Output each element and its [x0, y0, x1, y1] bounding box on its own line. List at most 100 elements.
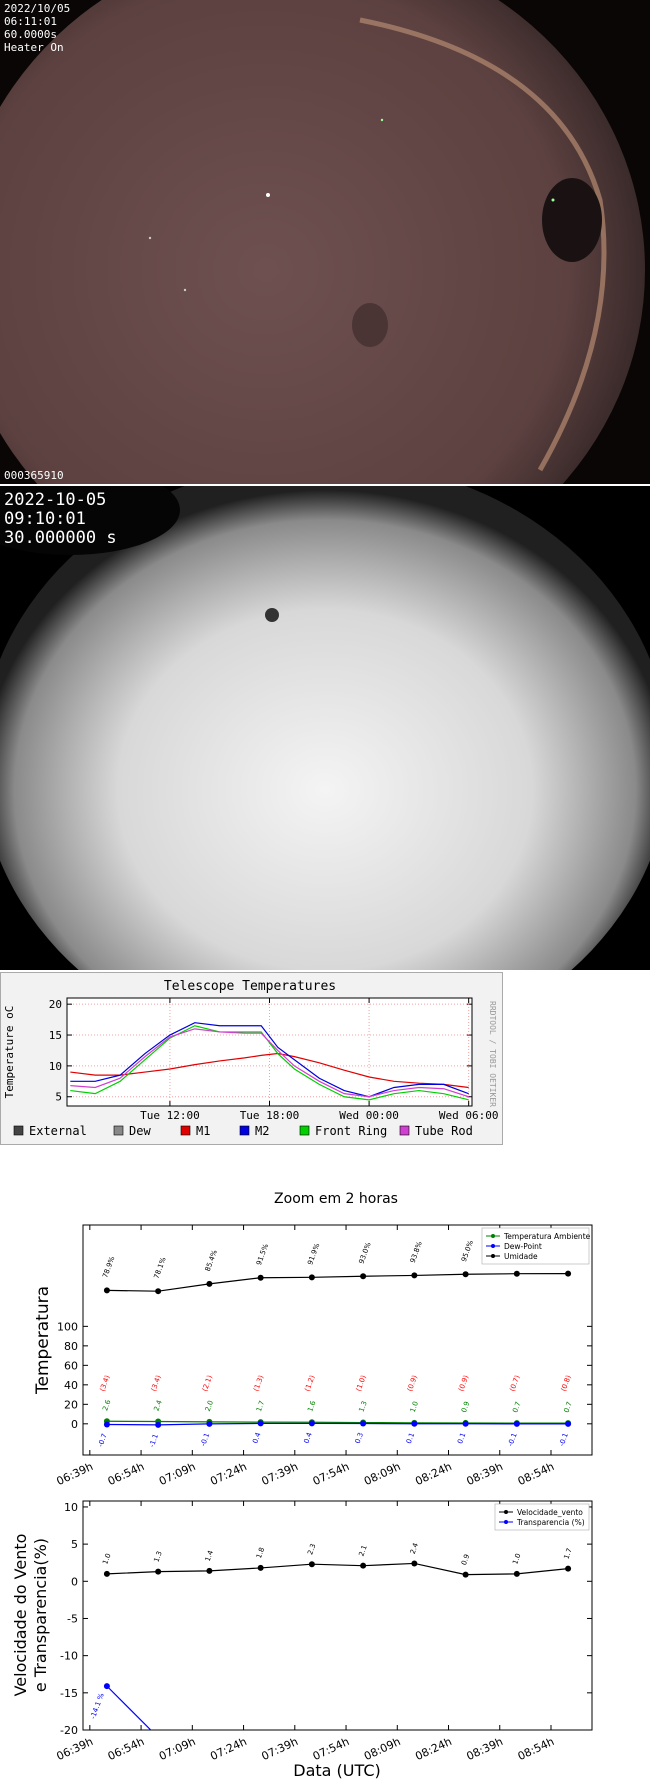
y-tick-label: 5 [55, 1091, 62, 1104]
plot-frame [82, 1224, 593, 1456]
value-label: -0.7 [97, 1432, 109, 1448]
point [257, 1274, 264, 1281]
point [206, 1567, 213, 1574]
camera-1: 2022/10/05 06:11:01 60.0000s Heater On 0… [0, 0, 650, 484]
y-tick-label: 80 [64, 1340, 78, 1353]
y-tick-label: 60 [64, 1359, 78, 1372]
x-tick-label: 07:24h [208, 1735, 249, 1763]
legend-label: Front Ring [315, 1124, 387, 1138]
x-tick-label: 08:24h [413, 1735, 454, 1763]
series-line [106, 1273, 569, 1292]
x-tick-label: Tue 18:00 [240, 1109, 300, 1122]
legend-marker [491, 1234, 495, 1238]
value-label: 95.0% [460, 1239, 475, 1263]
y-tick-label: 15 [49, 1029, 62, 1042]
camera-time: 09:10:01 [4, 509, 86, 529]
point [565, 1420, 572, 1427]
value-label: 1.7 [255, 1400, 266, 1413]
value-label: 0.4 [302, 1431, 314, 1445]
y-tick-label: 40 [64, 1379, 78, 1392]
value-label: -0.1 [507, 1432, 519, 1448]
value-label: 0.7 [511, 1401, 522, 1414]
x-tick-label: 08:09h [362, 1735, 403, 1763]
point [411, 1272, 418, 1279]
series-line [106, 1420, 569, 1424]
point [103, 1570, 110, 1577]
y-tick-label: 10 [64, 1501, 78, 1514]
y-tick-label: 100 [57, 1320, 78, 1333]
x-axis-label: Data (UTC) [293, 1761, 381, 1780]
point [206, 1420, 213, 1427]
value-label: 0.1 [405, 1432, 416, 1445]
annotation: (2.1) [201, 1374, 214, 1393]
x-tick-label: 08:54h [516, 1735, 557, 1763]
legend-box [494, 1503, 590, 1531]
value-label: 2.0 [204, 1399, 215, 1412]
series-line [106, 1422, 569, 1426]
point [103, 1683, 110, 1690]
legend-marker [504, 1520, 508, 1524]
legend-swatch [239, 1125, 250, 1136]
value-label: 0.3 [354, 1431, 365, 1444]
x-tick-label: 08:39h [464, 1460, 505, 1488]
value-label: 1.0 [511, 1552, 522, 1565]
legend-swatch [13, 1125, 24, 1136]
legend-label: Dew-Point [504, 1242, 542, 1251]
value-label: 1.3 [153, 1550, 164, 1563]
value-label: -0.1 [199, 1432, 211, 1448]
x-tick-label: Wed 06:00 [439, 1109, 499, 1122]
y-tick-label: 5 [71, 1538, 78, 1551]
point [257, 1420, 264, 1427]
legend-label: M1 [196, 1124, 210, 1138]
value-label: -14.1 % [89, 1692, 106, 1720]
value-label: 1.8 [255, 1546, 266, 1559]
series-line [70, 1028, 469, 1098]
value-label: 0.7 [562, 1401, 573, 1414]
value-label: 78.9% [101, 1255, 116, 1279]
value-label: 2.4 [409, 1541, 421, 1555]
value-label: 1.0 [409, 1400, 420, 1413]
point [103, 1287, 110, 1294]
value-label: 2.3 [306, 1543, 317, 1556]
value-label: 2.4 [153, 1398, 165, 1412]
series-line [106, 1562, 569, 1576]
value-label: 0.1 [456, 1432, 467, 1445]
series-line [70, 1052, 469, 1089]
value-label: 78.1% [153, 1256, 168, 1280]
value-label: -0.1 [558, 1432, 570, 1448]
point [155, 1568, 162, 1575]
value-label: 1.6 [306, 1399, 318, 1413]
point [411, 1420, 418, 1427]
legend-marker [491, 1244, 495, 1248]
camera-exposure: 30.000000 s [4, 528, 117, 548]
x-tick-label: 06:54h [106, 1460, 147, 1488]
camera-exposure: 60.0000s [4, 28, 57, 41]
y-axis-label: e Transparencia(%) [31, 1538, 50, 1692]
x-tick-label: 07:54h [311, 1735, 352, 1763]
x-tick-label: 07:39h [260, 1460, 301, 1488]
camera-frame-id: 000365910 [4, 469, 64, 482]
x-tick-label: 07:39h [260, 1735, 301, 1763]
y-tick-label: -20 [60, 1724, 78, 1737]
x-tick-label: 06:39h [55, 1460, 96, 1488]
plot-frame [66, 997, 473, 1107]
value-label: 93.8% [409, 1240, 424, 1264]
legend-label: M2 [255, 1124, 269, 1138]
value-label: 2.6 [101, 1398, 113, 1412]
annotation: (1.2) [303, 1374, 316, 1393]
annotation: (3.4) [150, 1374, 163, 1393]
x-tick-label: 08:54h [516, 1460, 557, 1488]
camera-date: 2022/10/05 [4, 2, 70, 15]
camera-date: 2022-10-05 [4, 490, 106, 510]
point [462, 1571, 469, 1578]
point [462, 1420, 469, 1427]
value-label: 91.9% [306, 1242, 321, 1266]
y-axis-label: Temperatura [33, 1286, 53, 1395]
legend-swatch [180, 1125, 191, 1136]
point [308, 1420, 315, 1427]
x-tick-label: 07:09h [157, 1460, 198, 1488]
point [462, 1271, 469, 1278]
x-tick-label: 07:09h [157, 1735, 198, 1763]
